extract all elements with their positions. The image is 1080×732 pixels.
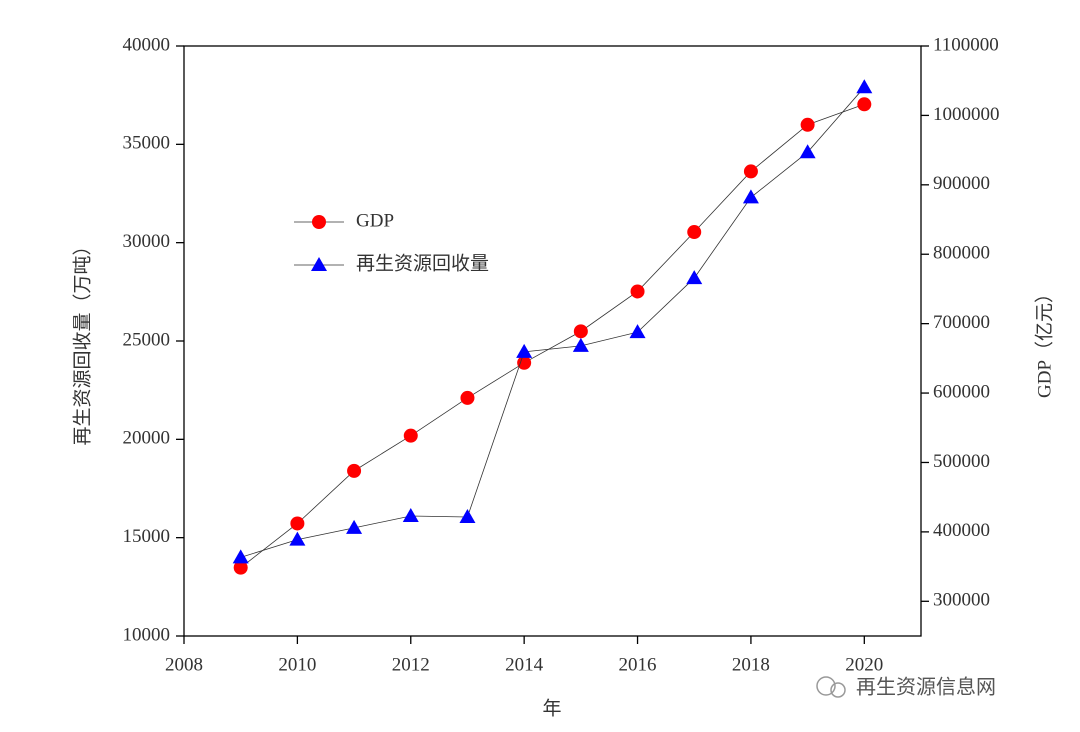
watermark: 再生资源信息网	[856, 675, 996, 699]
legend-label: GDP	[356, 210, 394, 231]
y-tick-label: 20000	[123, 428, 171, 449]
y-tick-label: 10000	[123, 624, 171, 645]
y2-tick-label: 300000	[933, 590, 990, 611]
plot-frame	[183, 45, 922, 637]
point	[233, 560, 248, 575]
point	[687, 225, 702, 240]
point	[517, 355, 532, 370]
point	[403, 428, 418, 443]
y2-tick-label: 900000	[933, 173, 990, 194]
watermark-icon	[816, 676, 846, 698]
y-tick-label: 25000	[123, 329, 171, 350]
y-tick-label: 30000	[123, 231, 171, 252]
point	[290, 516, 305, 531]
point	[459, 509, 476, 524]
point	[743, 164, 758, 179]
y2-tick-label: 1100000	[933, 34, 999, 55]
x-tick-label: 2018	[732, 654, 770, 675]
point	[346, 519, 363, 534]
point	[629, 324, 646, 339]
legend-label: 再生资源回收量	[356, 252, 489, 274]
point	[347, 463, 362, 478]
legend-marker	[311, 257, 327, 271]
y-tick-label: 40000	[123, 34, 171, 55]
point	[742, 189, 759, 204]
point	[799, 144, 816, 159]
y2-tick-label: 700000	[933, 312, 990, 333]
point	[460, 390, 475, 405]
point	[516, 343, 533, 358]
point	[573, 324, 588, 339]
x-tick-label: 2008	[165, 654, 203, 675]
point	[857, 97, 872, 112]
x-tick-label: 2012	[392, 654, 430, 675]
point	[402, 508, 419, 523]
series-line	[240, 87, 865, 558]
y2-tick-label: 1000000	[933, 104, 1000, 125]
x-tick-label: 2020	[845, 654, 883, 675]
point	[289, 531, 306, 546]
point	[856, 79, 873, 94]
x-tick-label: 2016	[619, 654, 657, 675]
point	[630, 284, 645, 299]
x-axis-label: 年	[542, 697, 561, 719]
point	[686, 270, 703, 285]
point	[232, 549, 249, 564]
legend-marker	[312, 215, 326, 229]
y-tick-label: 15000	[123, 526, 171, 547]
series-line	[240, 103, 865, 568]
point	[572, 337, 589, 352]
y-axis-label: 再生资源回收量（万吨）	[71, 236, 93, 445]
x-tick-label: 2014	[505, 654, 544, 675]
y-tick-label: 35000	[123, 133, 171, 154]
y2-axis-label: GDP（亿元）	[1033, 284, 1055, 398]
point	[800, 117, 815, 132]
x-tick-label: 2010	[278, 654, 316, 675]
y2-tick-label: 800000	[933, 243, 990, 264]
y2-tick-label: 500000	[933, 451, 990, 472]
y2-tick-label: 600000	[933, 381, 990, 402]
y2-tick-label: 400000	[933, 520, 990, 541]
